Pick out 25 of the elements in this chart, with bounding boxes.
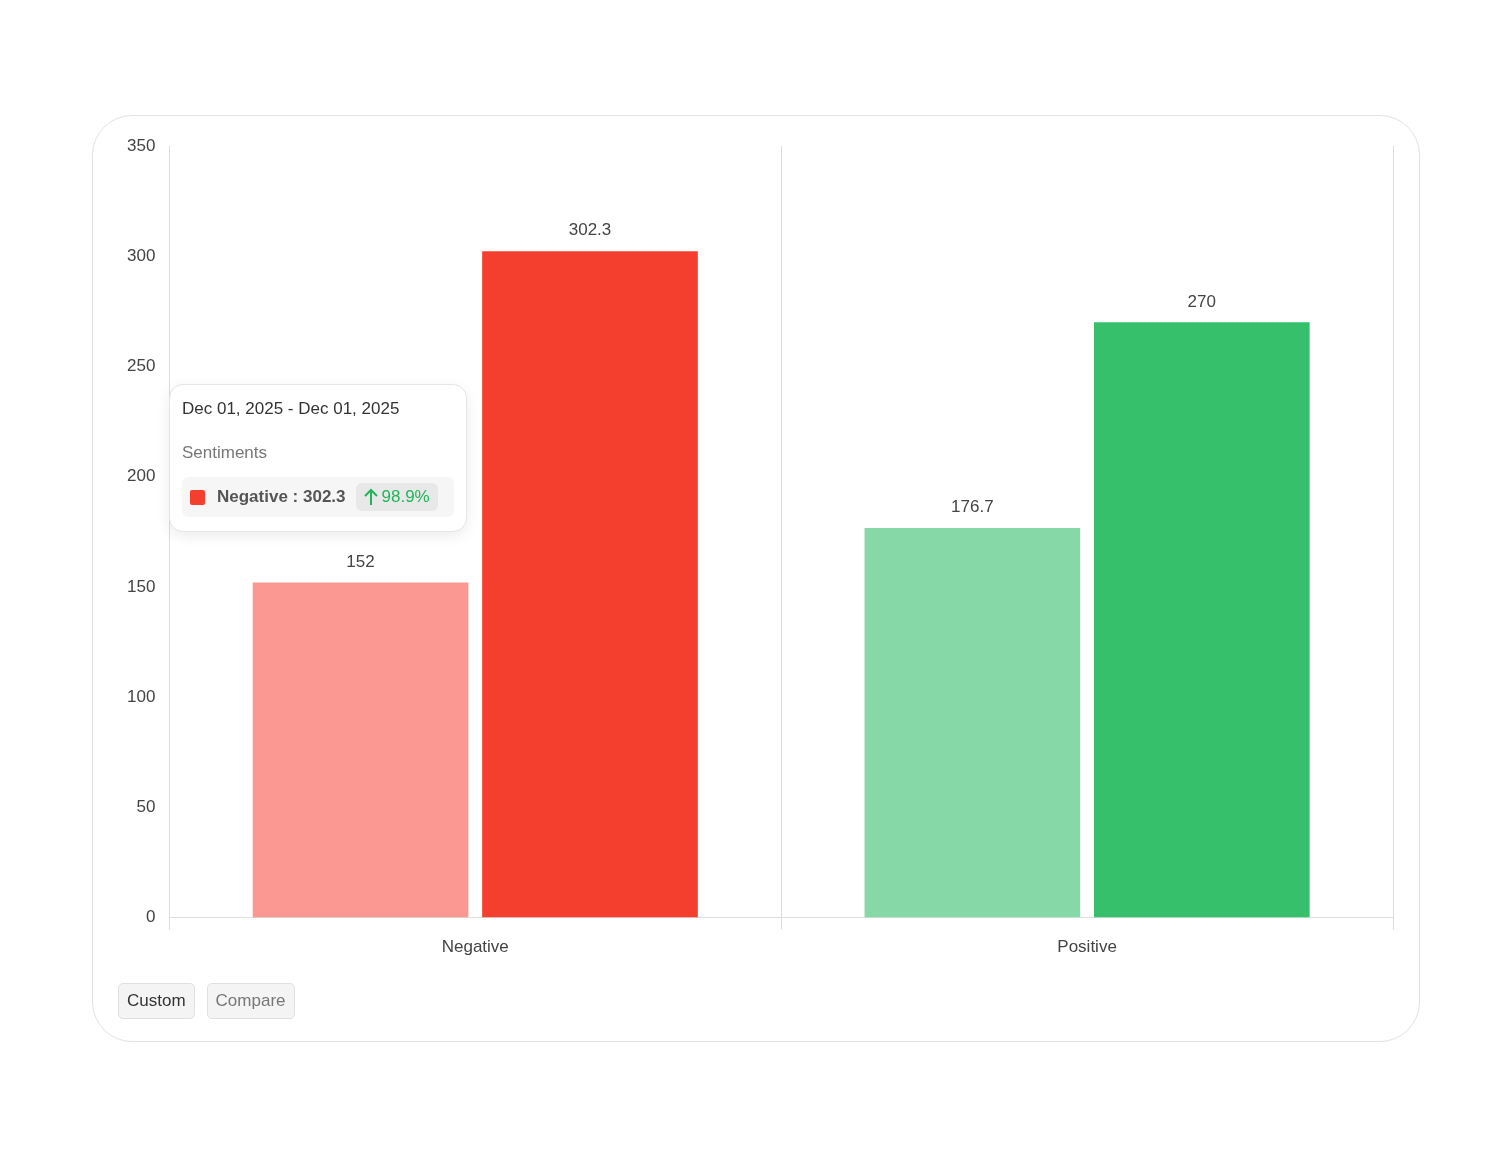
text: Custom xyxy=(118,983,195,1019)
y-tick-label: 350 xyxy=(126,135,156,155)
bar xyxy=(252,582,469,918)
y-tick-label: 100 xyxy=(126,686,156,706)
annotation: Negative : 302.3 xyxy=(217,487,346,507)
annotation: 98.9% xyxy=(381,487,430,507)
bar xyxy=(482,251,698,918)
data-label: 176.7 xyxy=(951,497,994,517)
y-tick-label: 0 xyxy=(145,907,156,927)
data-label: 302.3 xyxy=(568,220,612,240)
text: Compare xyxy=(206,983,295,1019)
data-label: 270 xyxy=(1187,291,1216,311)
tooltip-row: Negative : 302.3 98.9% xyxy=(182,477,454,517)
x-tick-label: Negative xyxy=(441,937,509,957)
bar xyxy=(864,528,1081,918)
y-tick-label: 300 xyxy=(126,245,156,265)
x-tick-label: Positive xyxy=(1057,937,1117,957)
y-tick-label: 250 xyxy=(126,356,156,376)
y-tick-label: 150 xyxy=(126,576,156,596)
y-tick-label: 50 xyxy=(136,797,156,817)
bar xyxy=(1093,322,1310,918)
annotation: Sentiments xyxy=(182,443,269,463)
data-label: 152 xyxy=(346,551,375,571)
annotation: Dec 01, 2025 - Dec 01, 2025 xyxy=(182,399,401,419)
y-tick-label: 200 xyxy=(126,466,156,486)
